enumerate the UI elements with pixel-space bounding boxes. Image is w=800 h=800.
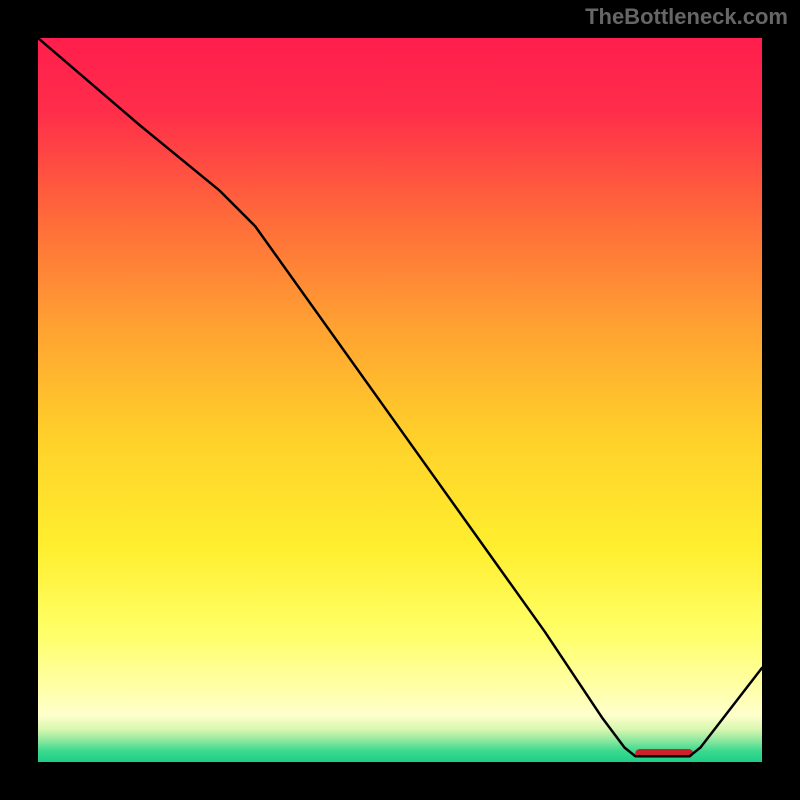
- plot-svg: [38, 38, 762, 762]
- plot-area: [38, 38, 762, 762]
- gradient-background: [38, 38, 762, 762]
- watermark-text: TheBottleneck.com: [585, 4, 788, 30]
